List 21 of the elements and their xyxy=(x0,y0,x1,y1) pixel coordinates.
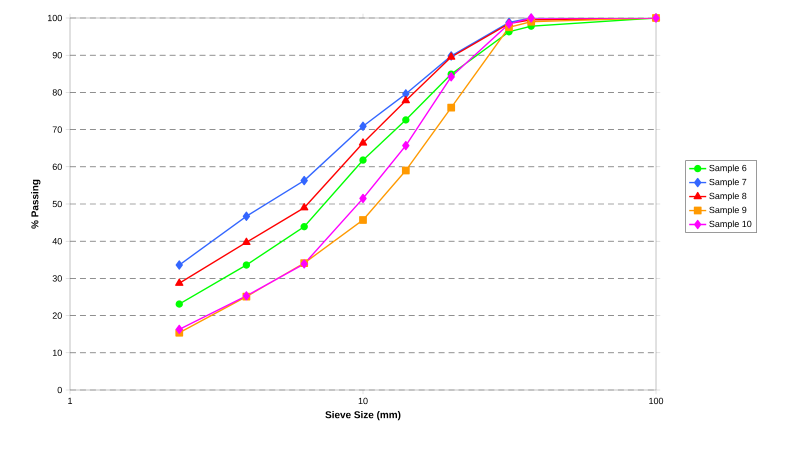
y-tick-label: 90 xyxy=(52,52,62,58)
x-axis-title: Sieve Size (mm) xyxy=(325,410,400,420)
y-tick-label: 100 xyxy=(48,14,62,22)
legend-label: Sample 10 xyxy=(709,220,752,229)
legend-label: Sample 7 xyxy=(709,178,746,187)
y-tick-label: 70 xyxy=(52,126,62,133)
y-tick-label: 60 xyxy=(52,164,62,170)
y-tick-label: 50 xyxy=(52,200,62,208)
y-tick-label: 20 xyxy=(52,312,62,319)
y-tick-label: 40 xyxy=(52,238,62,244)
y-axis-title: % Passing xyxy=(31,180,40,229)
y-tick-label: 30 xyxy=(52,275,62,282)
y-tick-label: 80 xyxy=(52,89,62,96)
x-tick-label: 10 xyxy=(358,398,368,404)
x-tick-label: 1 xyxy=(68,398,72,404)
y-tick-label: 0 xyxy=(58,386,62,394)
y-tick-label: 10 xyxy=(52,350,62,356)
legend-label: Sample 8 xyxy=(709,192,746,201)
legend-label: Sample 9 xyxy=(709,206,746,215)
legend-label: Sample 6 xyxy=(709,164,746,173)
x-tick-label: 100 xyxy=(649,398,664,404)
